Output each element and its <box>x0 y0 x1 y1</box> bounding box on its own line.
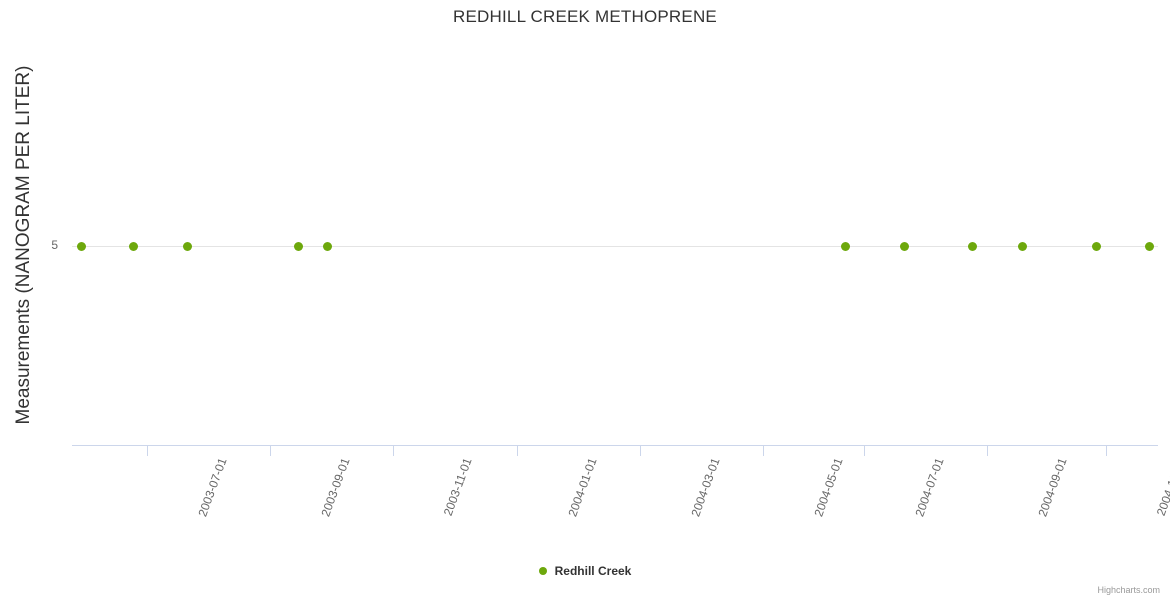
x-axis-tick <box>517 446 518 456</box>
data-point-marker[interactable] <box>1144 241 1154 251</box>
data-point-marker[interactable] <box>322 241 332 251</box>
plot-area <box>72 40 1158 445</box>
data-point-marker[interactable] <box>899 241 909 251</box>
highcharts-credits[interactable]: Highcharts.com <box>1097 585 1160 595</box>
legend-series-dot-icon <box>538 566 547 575</box>
data-point-marker[interactable] <box>1091 241 1101 251</box>
x-axis-tick <box>270 446 271 456</box>
x-axis-tick <box>987 446 988 456</box>
x-axis-tick <box>640 446 641 456</box>
x-axis-tick <box>147 446 148 456</box>
y-axis-tick-label: 5 <box>51 238 58 252</box>
x-axis-tick <box>763 446 764 456</box>
data-point-marker[interactable] <box>182 241 192 251</box>
x-axis-tick-label: 2003-07-01 <box>195 456 230 519</box>
x-axis-line <box>72 445 1158 446</box>
x-axis-tick-label: 2004-09-01 <box>1035 456 1070 519</box>
data-point-marker[interactable] <box>293 241 303 251</box>
data-point-marker[interactable] <box>128 241 138 251</box>
series-line <box>81 246 1149 247</box>
x-axis-tick <box>864 446 865 456</box>
chart-legend: Redhill Creek <box>0 562 1170 580</box>
x-axis-tick-label: 2004-03-01 <box>688 456 723 519</box>
data-point-marker[interactable] <box>840 241 850 251</box>
x-axis-tick-label: 2004-05-01 <box>811 456 846 519</box>
legend-item-redhill-creek[interactable]: Redhill Creek <box>538 562 632 580</box>
x-axis-tick-label: 2004-07-01 <box>912 456 947 519</box>
x-axis-tick <box>1106 446 1107 456</box>
legend-item-label: Redhill Creek <box>554 563 632 578</box>
x-axis-tick-label: 2004-01-01 <box>565 456 600 519</box>
chart-title: REDHILL CREEK METHOPRENE <box>453 7 717 26</box>
x-axis-tick-label: 2003-09-01 <box>318 456 353 519</box>
x-axis-tick-label: 2004-11-01 <box>1153 456 1170 518</box>
data-point-marker[interactable] <box>76 241 86 251</box>
x-axis-tick <box>393 446 394 456</box>
data-point-marker[interactable] <box>1017 241 1027 251</box>
data-point-marker[interactable] <box>967 241 977 251</box>
x-axis-tick-label: 2003-11-01 <box>440 456 475 518</box>
